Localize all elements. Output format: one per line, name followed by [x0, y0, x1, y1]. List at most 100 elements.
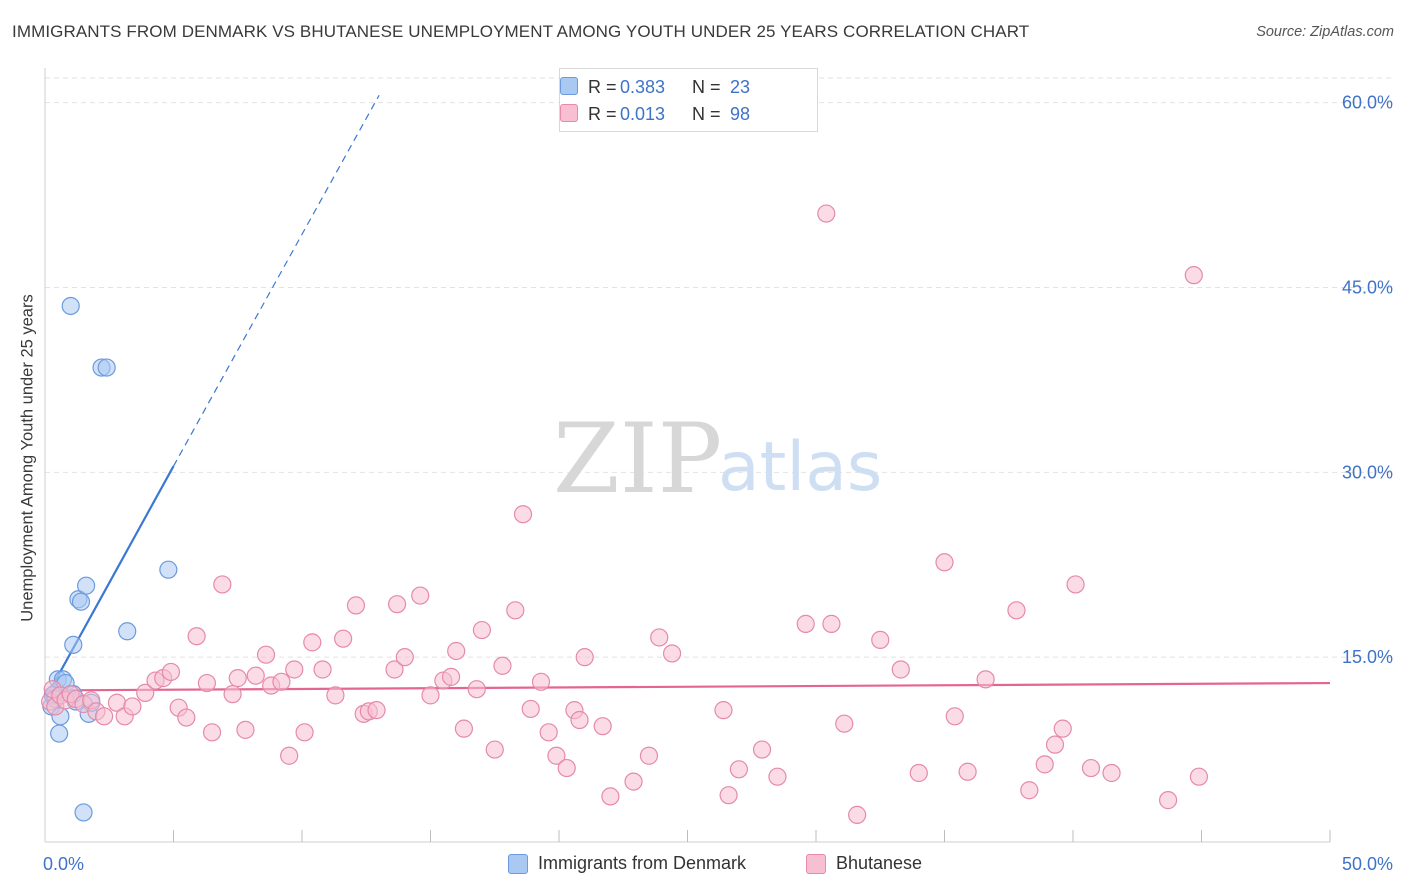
- point-bhutanese: [285, 660, 304, 679]
- point-bhutanese: [662, 644, 682, 663]
- point-bhutanese: [1184, 266, 1203, 285]
- point-bhutanese: [387, 595, 407, 614]
- point-bhutanese: [521, 699, 540, 719]
- trend-lines: [44, 94, 1331, 692]
- point-bhutanese: [531, 672, 551, 691]
- trendline-bhutanese: [44, 681, 1331, 692]
- point-bhutanese: [447, 641, 466, 661]
- point-bhutanese: [228, 669, 247, 688]
- legend-row-denmark: R = 0.383 N = 23: [560, 74, 751, 100]
- point-bhutanese: [817, 204, 836, 223]
- point-bhutanese: [123, 697, 142, 716]
- gridlines: [45, 77, 1393, 658]
- point-bhutanese: [1189, 767, 1209, 786]
- point-bhutanese: [303, 633, 322, 652]
- point-bhutanese: [570, 710, 589, 730]
- watermark-zip: ZIP: [553, 403, 722, 515]
- point-bhutanese: [593, 717, 612, 736]
- point-bhutanese: [639, 746, 659, 765]
- watermark: ZIP atlas: [553, 403, 882, 515]
- point-bhutanese: [909, 763, 928, 783]
- point-bhutanese: [197, 673, 217, 693]
- legend-r-label: R =: [588, 103, 617, 124]
- trendline-denmark-extension: [172, 94, 380, 467]
- point-bhutanese: [326, 686, 345, 705]
- point-bhutanese: [256, 645, 276, 664]
- point-bhutanese: [557, 758, 576, 778]
- point-bhutanese: [313, 660, 332, 679]
- bottom-legend-label-denmark: Immigrants from Denmark: [538, 853, 747, 873]
- point-denmark: [50, 724, 69, 743]
- tick-labels: 15.0% 30.0% 45.0% 60.0% 0.0% 50.0%: [43, 93, 1393, 874]
- point-bhutanese: [976, 670, 995, 689]
- point-bhutanese: [202, 723, 222, 742]
- y-tick-label: 15.0%: [1342, 647, 1393, 667]
- point-bhutanese: [236, 720, 255, 739]
- point-denmark: [118, 622, 137, 641]
- point-bhutanese: [848, 805, 867, 824]
- point-bhutanese: [367, 701, 386, 720]
- point-bhutanese: [539, 723, 558, 742]
- point-bhutanese: [513, 505, 533, 524]
- legend-n-label: N =: [692, 103, 721, 124]
- point-bhutanese: [485, 740, 504, 759]
- point-bhutanese: [346, 596, 366, 615]
- legend-n-value: 98: [730, 103, 751, 124]
- legend-r-label: R =: [588, 76, 617, 97]
- point-bhutanese: [411, 586, 430, 605]
- point-bhutanese: [1020, 781, 1039, 800]
- x-tick-label-max: 50.0%: [1342, 854, 1393, 874]
- point-bhutanese: [719, 786, 738, 805]
- point-bhutanese: [958, 762, 977, 781]
- point-bhutanese: [454, 719, 474, 738]
- point-denmark: [159, 560, 178, 579]
- point-bhutanese: [187, 627, 206, 646]
- data-points: [41, 204, 1209, 824]
- point-bhutanese: [493, 656, 512, 675]
- point-denmark: [77, 576, 96, 595]
- point-denmark: [71, 592, 91, 611]
- point-bhutanese: [161, 662, 181, 682]
- y-tick-label: 30.0%: [1342, 462, 1393, 482]
- point-bhutanese: [1045, 735, 1065, 754]
- bottom-legend-swatch-bhutanese: [806, 853, 826, 874]
- point-bhutanese: [395, 648, 414, 667]
- point-bhutanese: [213, 575, 232, 594]
- point-bhutanese: [334, 629, 353, 648]
- bottom-legend-label-bhutanese: Bhutanese: [836, 853, 923, 873]
- point-bhutanese: [467, 680, 486, 699]
- legend-swatch-bhutanese: [560, 104, 578, 122]
- point-bhutanese: [246, 666, 265, 685]
- point-bhutanese: [1053, 719, 1072, 738]
- watermark-atlas: atlas: [718, 428, 882, 507]
- point-bhutanese: [280, 746, 299, 765]
- point-bhutanese: [796, 614, 815, 633]
- x-tick-label-min: 0.0%: [43, 854, 84, 874]
- legend-n-value: 23: [730, 76, 751, 97]
- point-bhutanese: [714, 701, 733, 720]
- point-denmark: [74, 803, 93, 822]
- point-bhutanese: [768, 767, 787, 786]
- bottom-legend-denmark: Immigrants from Denmark: [508, 853, 746, 874]
- legend-row-bhutanese: R = 0.013 N = 98: [560, 101, 751, 127]
- point-bhutanese: [1066, 575, 1085, 594]
- point-bhutanese: [136, 683, 155, 702]
- point-denmark: [97, 358, 116, 377]
- chart-source: Source: ZipAtlas.com: [1256, 24, 1394, 40]
- point-bhutanese: [472, 620, 491, 640]
- point-bhutanese: [441, 667, 461, 686]
- point-bhutanese: [272, 672, 291, 691]
- point-bhutanese: [223, 685, 242, 704]
- y-tick-label: 45.0%: [1342, 277, 1393, 297]
- point-bhutanese: [752, 740, 772, 759]
- legend-n-label: N =: [692, 76, 721, 97]
- point-denmark: [61, 296, 80, 316]
- point-bhutanese: [575, 648, 594, 667]
- y-tick-label: 60.0%: [1342, 93, 1393, 113]
- legend-swatch-denmark: [560, 77, 578, 95]
- point-bhutanese: [385, 660, 404, 679]
- point-bhutanese: [891, 660, 910, 679]
- point-bhutanese: [624, 772, 643, 791]
- point-bhutanese: [547, 746, 566, 765]
